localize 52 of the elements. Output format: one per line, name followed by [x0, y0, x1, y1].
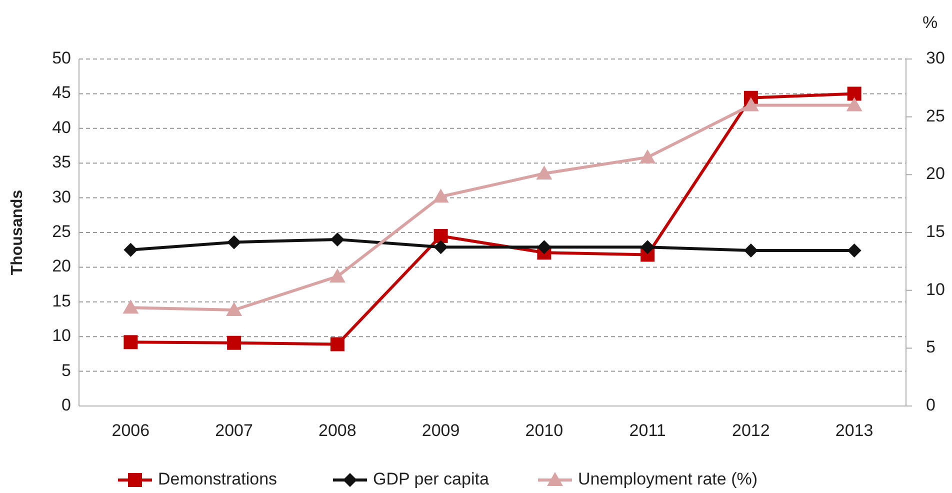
point	[226, 302, 242, 316]
point	[434, 228, 448, 243]
point	[124, 335, 138, 350]
x-tick-label: 2006	[112, 421, 150, 440]
point	[124, 242, 138, 257]
x-tick-label: 2007	[215, 421, 253, 440]
point	[227, 235, 242, 250]
point	[330, 232, 344, 246]
y-tick-label: 0	[62, 395, 71, 414]
point	[744, 244, 758, 258]
y-tick-label: 40	[52, 118, 71, 137]
point	[536, 166, 552, 180]
point	[227, 336, 242, 350]
point	[434, 240, 448, 254]
legend-label: Demonstrations	[158, 469, 278, 488]
y2-tick-label: 10	[926, 280, 945, 299]
y-tick-label: 20	[52, 256, 71, 276]
legend-label: GDP per capita	[373, 469, 490, 488]
x-tick-label: 2009	[422, 421, 460, 440]
y-tick-label: 15	[52, 291, 71, 310]
y2-tick-label: 5	[926, 338, 936, 357]
y-tick-label: 10	[52, 326, 71, 346]
point	[329, 268, 346, 282]
x-tick-label: 2011	[629, 421, 666, 440]
y-axis-title: Thousands	[9, 190, 26, 276]
point	[846, 97, 862, 112]
y-tick-label: 5	[62, 360, 71, 380]
y-tick-label: 25	[52, 222, 71, 241]
x-tick-label: 2012	[732, 421, 770, 440]
point	[742, 97, 759, 112]
point	[640, 149, 656, 164]
point	[330, 337, 344, 352]
x-tick-label: 2008	[318, 421, 356, 440]
point	[432, 188, 449, 203]
y2-tick-label: 20	[926, 164, 945, 184]
legend-label: Unemployment rate (%)	[578, 469, 758, 488]
y-tick-label: 35	[52, 152, 71, 172]
x-tick-label: 2013	[835, 421, 874, 440]
x-tick-label: 2010	[525, 421, 564, 440]
y-tick-label: 50	[52, 48, 71, 68]
point	[640, 240, 655, 254]
y2-tick-label: 15	[926, 222, 945, 241]
y-tick-label: 30	[52, 187, 71, 206]
y2-tick-label: 30	[926, 48, 945, 68]
point	[122, 300, 139, 314]
y2-tick-label: 0	[926, 395, 936, 414]
point	[847, 244, 862, 258]
y2-tick-label: 25	[926, 106, 945, 126]
y-tick-label: 45	[52, 83, 71, 102]
y2-axis-title: %	[922, 13, 938, 32]
point	[537, 240, 552, 254]
point	[847, 86, 862, 101]
